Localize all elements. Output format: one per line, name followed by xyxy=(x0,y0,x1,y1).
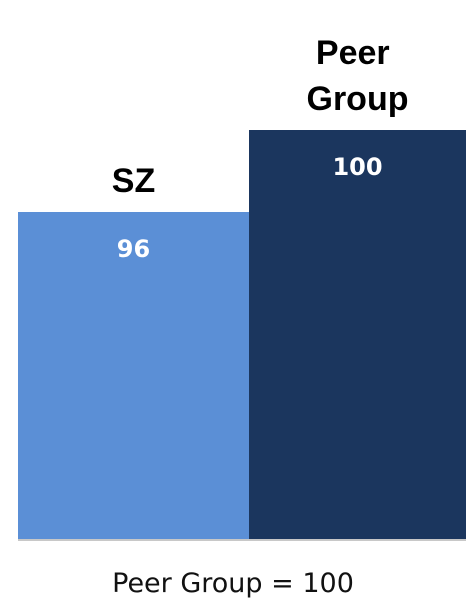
value-label: 96 xyxy=(117,235,150,263)
value-label: 100 xyxy=(332,153,382,181)
footnote: Peer Group = 100 xyxy=(112,568,354,599)
category-label: Peer Group xyxy=(307,34,409,118)
bar xyxy=(249,130,466,540)
bar xyxy=(18,212,249,540)
category-label: SZ xyxy=(112,162,155,200)
